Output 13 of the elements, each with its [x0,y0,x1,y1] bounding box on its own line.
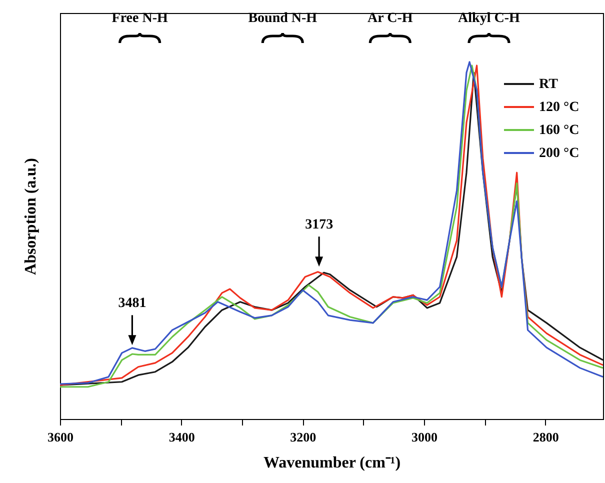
legend-label: 200 °C [539,146,580,161]
legend-label: 160 °C [539,123,580,138]
y-axis-title: Absorption (a.u.) [22,158,40,275]
x-tick-label: 3600 [48,430,74,444]
x-axis-title: Wavenumber (cm⁻¹) [263,454,401,472]
x-tick-label: 3200 [290,430,316,444]
legend-label: RT [539,77,559,92]
legend-label: 120 °C [539,100,580,115]
annotation: 3481 [118,296,146,312]
annotation: 3173 [305,218,334,233]
x-tick-label: 2800 [532,430,559,444]
x-tick-label: 3000 [412,430,438,444]
x-tick-label: 3400 [168,430,195,444]
